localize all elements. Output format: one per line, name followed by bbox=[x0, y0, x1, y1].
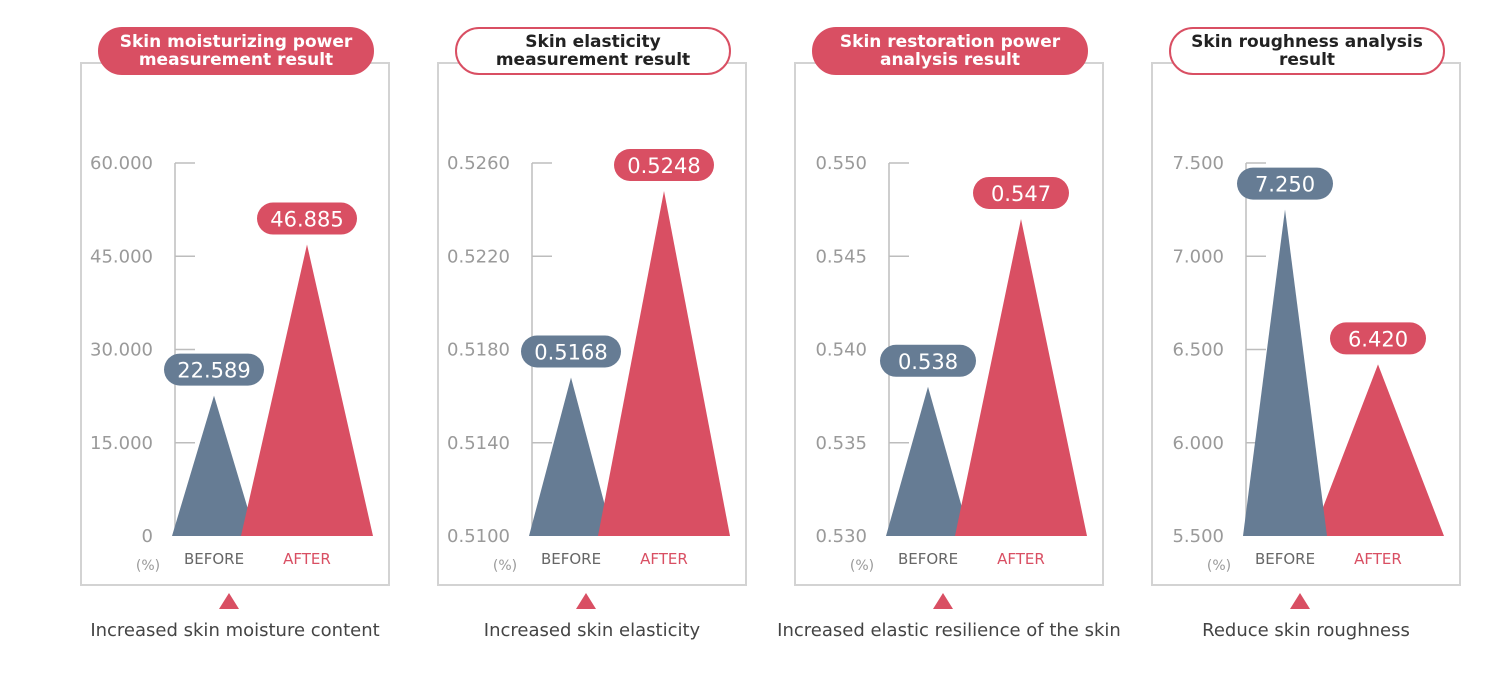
y-tick-label: 7.000 bbox=[1172, 246, 1224, 267]
chart-plot: 0.5100 0.5140 0.5180 0.5220 0.5260 (%) 0.5168 0… bbox=[447, 148, 730, 574]
value-pill-after bbox=[614, 148, 714, 181]
unit-label: (%) bbox=[1207, 558, 1231, 574]
y-tick-label: 0.5140 bbox=[447, 433, 510, 454]
category-label-before: BEFORE bbox=[541, 550, 601, 568]
value-pill-after bbox=[973, 176, 1069, 209]
value-label-after: 0.5248 bbox=[627, 154, 700, 178]
unit-label: (%) bbox=[493, 558, 517, 574]
value-pill-after bbox=[257, 202, 357, 235]
value-label-after: 46.885 bbox=[270, 208, 343, 232]
category-label-before: BEFORE bbox=[184, 550, 244, 568]
category-label-after: AFTER bbox=[1354, 550, 1402, 568]
value-pill-after bbox=[1330, 322, 1426, 355]
value-pill-before bbox=[1237, 167, 1333, 200]
chart-plot: 0 15.000 30.000 45.000 60.000 (%) 22.589 46.885… bbox=[90, 153, 373, 574]
y-tick-label: 5.500 bbox=[1172, 526, 1224, 547]
bar-before bbox=[172, 395, 256, 536]
triangle-marker-icon bbox=[576, 593, 596, 609]
y-tick-label: 0.5100 bbox=[447, 526, 510, 547]
chart-plot: 5.500 6.000 6.500 7.000 7.500 (%) 7.250 6.420 BE… bbox=[1172, 153, 1444, 574]
bar-before bbox=[1243, 209, 1327, 536]
bar-after bbox=[955, 218, 1087, 536]
triangle-marker-icon bbox=[933, 593, 953, 609]
unit-label: (%) bbox=[136, 558, 160, 574]
chart-title: Skin roughness analysis result bbox=[1169, 27, 1445, 75]
value-label-before: 7.250 bbox=[1255, 173, 1315, 197]
y-tick-label: 30.000 bbox=[90, 340, 153, 361]
y-tick-label: 0 bbox=[142, 526, 153, 547]
y-tick-label: 15.000 bbox=[90, 433, 153, 454]
chart-caption: Increased skin moisture content bbox=[90, 620, 380, 641]
chart-panel-4: Skin roughness analysis result 5.500 6.000… bbox=[1151, 0, 1491, 681]
value-label-after: 0.547 bbox=[991, 182, 1051, 206]
bar-before bbox=[529, 377, 613, 536]
category-label-before: BEFORE bbox=[1255, 550, 1315, 568]
bar-before bbox=[886, 386, 970, 536]
chart-title: Skin elasticity measurement result bbox=[455, 27, 731, 75]
category-label-after: AFTER bbox=[997, 550, 1045, 568]
y-tick-label: 0.540 bbox=[815, 340, 867, 361]
y-tick-label: 0.530 bbox=[815, 526, 867, 547]
y-tick-label: 0.550 bbox=[815, 153, 867, 174]
y-tick-label: 0.5220 bbox=[447, 246, 510, 267]
y-tick-label: 6.500 bbox=[1172, 340, 1224, 361]
chart-panel-3: Skin restoration power analysis result 0.… bbox=[777, 0, 1134, 681]
bar-after bbox=[241, 244, 373, 536]
category-label-before: BEFORE bbox=[898, 550, 958, 568]
y-tick-label: 0.535 bbox=[815, 433, 867, 454]
y-tick-label: 45.000 bbox=[90, 246, 153, 267]
value-pill-before bbox=[164, 353, 264, 386]
triangle-marker-icon bbox=[219, 593, 239, 609]
category-label-after: AFTER bbox=[640, 550, 688, 568]
unit-label: (%) bbox=[850, 558, 874, 574]
value-label-before: 0.538 bbox=[898, 350, 958, 374]
triangle-marker-icon bbox=[1290, 593, 1310, 609]
value-label-before: 0.5168 bbox=[534, 340, 607, 364]
y-tick-label: 0.5180 bbox=[447, 340, 510, 361]
value-label-before: 22.589 bbox=[177, 359, 250, 383]
chart-panel-1: Skin moisturizing power measurement resu… bbox=[80, 0, 420, 681]
chart-title: Skin moisturizing power measurement resu… bbox=[98, 27, 374, 75]
value-pill-before bbox=[880, 344, 976, 377]
bar-after bbox=[1312, 364, 1444, 536]
y-tick-label: 6.000 bbox=[1172, 433, 1224, 454]
category-label-after: AFTER bbox=[283, 550, 331, 568]
chart-caption: Increased elastic resilience of the skin bbox=[777, 620, 1121, 641]
y-tick-label: 0.5260 bbox=[447, 153, 510, 174]
y-tick-label: 60.000 bbox=[90, 153, 153, 174]
y-tick-label: 0.545 bbox=[815, 246, 867, 267]
chart-caption: Reduce skin roughness bbox=[1202, 620, 1410, 641]
chart-panel-2: Skin elasticity measurement result 0.5100… bbox=[437, 0, 777, 681]
chart-plot: 0.530 0.535 0.540 0.545 0.550 (%) 0.538 0.547 BE… bbox=[815, 153, 1087, 574]
chart-caption: Increased skin elasticity bbox=[483, 620, 701, 641]
bar-after bbox=[598, 190, 730, 536]
value-pill-before bbox=[521, 335, 621, 368]
y-tick-label: 7.500 bbox=[1172, 153, 1224, 174]
value-label-after: 6.420 bbox=[1348, 327, 1408, 351]
chart-title: Skin restoration power analysis result bbox=[812, 27, 1088, 75]
